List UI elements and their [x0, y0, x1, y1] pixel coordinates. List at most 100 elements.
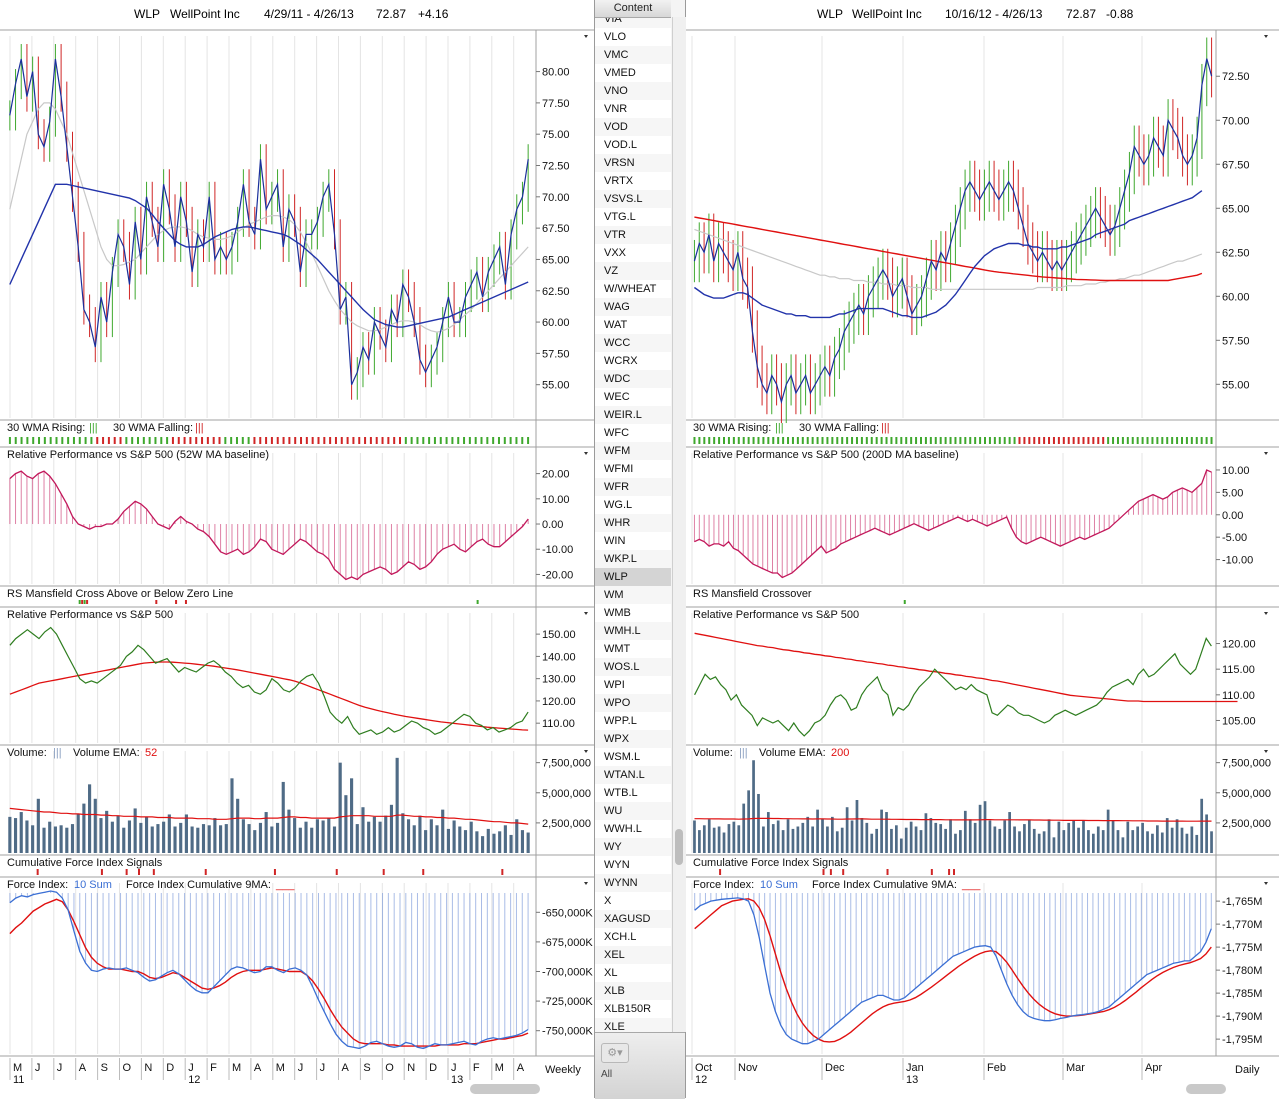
symbol-list-item[interactable]: VRSN: [595, 154, 671, 172]
symbol-list-item[interactable]: XCH.L: [595, 928, 671, 946]
symbol-list-item[interactable]: WAG: [595, 298, 671, 316]
symbol-list-item[interactable]: WG.L: [595, 496, 671, 514]
panel-menu-icon: [1264, 452, 1268, 455]
symbol-list-item[interactable]: X: [595, 892, 671, 910]
volume-bar: [173, 826, 177, 853]
volume-bar: [389, 804, 394, 853]
daily-chart-pane[interactable]: WLP WellPoint Inc 10/16/12 - 4/26/13 72.…: [686, 0, 1279, 1098]
volume-bar: [1037, 833, 1041, 853]
volume-bar: [791, 828, 795, 853]
symbol-list-item[interactable]: VTR: [595, 226, 671, 244]
symbol-list-item[interactable]: WTAN.L: [595, 766, 671, 784]
symbol-list-item[interactable]: XEL: [595, 946, 671, 964]
symbol-list-item[interactable]: XAGUSD: [595, 910, 671, 928]
symbol-list-item[interactable]: WCC: [595, 334, 671, 352]
daily-horizontal-scrollbar[interactable]: [1186, 1084, 1226, 1094]
symbol-list-item[interactable]: WTB.L: [595, 784, 671, 802]
symbol-list-item[interactable]: XLB: [595, 982, 671, 1000]
symbol-list-item[interactable]: WEIR.L: [595, 406, 671, 424]
symbol-list-item[interactable]: WSM.L: [595, 748, 671, 766]
symbol-list-item[interactable]: XL: [595, 964, 671, 982]
symbol-list-item[interactable]: WDC: [595, 370, 671, 388]
symbol-list-item[interactable]: WFR: [595, 478, 671, 496]
cfi-signal-marker: [125, 869, 128, 875]
symbol-list-item[interactable]: WYN: [595, 856, 671, 874]
symbol-list-item[interactable]: WM: [595, 586, 671, 604]
symbol-list-item[interactable]: WWH.L: [595, 820, 671, 838]
symbol-list-item[interactable]: WOS.L: [595, 658, 671, 676]
symbol-list-item[interactable]: WPI: [595, 676, 671, 694]
y-tick-label: -675,000K: [542, 937, 593, 949]
volume-bar: [315, 819, 319, 853]
y-tick-label: -1,765M: [1222, 896, 1262, 908]
force-sum-label: 10 Sum: [760, 879, 798, 891]
ma-blue-line: [9, 183, 529, 328]
volume-bar: [224, 824, 228, 853]
symbol-list-item[interactable]: WMB: [595, 604, 671, 622]
daily-period-label[interactable]: Daily: [1235, 1064, 1260, 1076]
wma-rising-label: 30 WMA Rising:: [693, 422, 771, 434]
symbol-list-item[interactable]: WY: [595, 838, 671, 856]
symbol-list-item[interactable]: WYNN: [595, 874, 671, 892]
symbol-list-item[interactable]: VOD.L: [595, 136, 671, 154]
symbol-list-item[interactable]: VLO: [595, 28, 671, 46]
symbol-list-item[interactable]: VMC: [595, 46, 671, 64]
symbol-list-item[interactable]: WPP.L: [595, 712, 671, 730]
symbol-list-item[interactable]: WU: [595, 802, 671, 820]
symbol-list-item[interactable]: WFM: [595, 442, 671, 460]
volume-bar: [492, 833, 496, 853]
volume-bar: [752, 760, 755, 853]
symbol-list-item[interactable]: W/WHEAT: [595, 280, 671, 298]
volume-ema-label: Volume EMA:: [73, 747, 140, 759]
symbol-list-item[interactable]: WFMI: [595, 460, 671, 478]
symbol-list-item[interactable]: XLE: [595, 1018, 671, 1036]
y-tick-label: 77.50: [542, 98, 570, 110]
symbol-list-item[interactable]: WHR: [595, 514, 671, 532]
gear-icon[interactable]: ⚙▾: [601, 1043, 629, 1063]
weekly-period-label[interactable]: Weekly: [545, 1064, 581, 1076]
symbol-list-item[interactable]: WMH.L: [595, 622, 671, 640]
symbol-list-item[interactable]: VNR: [595, 100, 671, 118]
symbol-list-item[interactable]: VRTX: [595, 172, 671, 190]
symbol-list-header[interactable]: Content: [595, 0, 671, 18]
symbol-list-item[interactable]: VXX: [595, 244, 671, 262]
rs-line: [9, 626, 529, 736]
symbol-list-item[interactable]: WFC: [595, 424, 671, 442]
symbol-list-item[interactable]: WLP: [595, 568, 671, 586]
month-tick-label: J: [320, 1062, 326, 1074]
y-tick-label: -20.00: [542, 569, 573, 581]
symbol-list-item[interactable]: WCRX: [595, 352, 671, 370]
daily-chart-canvas[interactable]: Oct Nov Dec Jan Feb Mar Apr 12 13 72.50 70.00 67.50…: [686, 0, 1279, 1098]
volume-bar: [1096, 826, 1100, 853]
symbol-list-item[interactable]: WMT: [595, 640, 671, 658]
symbol-list-item[interactable]: XLB150R: [595, 1000, 671, 1018]
symbol-list-item[interactable]: WIN: [595, 532, 671, 550]
weekly-chart-pane[interactable]: WLP WellPoint Inc 4/29/11 - 4/26/13 72.8…: [0, 0, 594, 1098]
symbol-list-item[interactable]: WEC: [595, 388, 671, 406]
volume-bar: [939, 824, 943, 853]
symbol-list-item[interactable]: WPX: [595, 730, 671, 748]
y-tick-label: 60.00: [542, 317, 570, 329]
symbol-list-scroll-thumb[interactable]: [675, 829, 683, 865]
cfi-signal-marker: [36, 869, 39, 875]
symbol-list-item[interactable]: VMED: [595, 64, 671, 82]
symbol-list-item[interactable]: WPO: [595, 694, 671, 712]
symbol-list-scrollbar[interactable]: [672, 17, 686, 1032]
month-tick-label: M: [276, 1062, 285, 1074]
weekly-horizontal-scrollbar[interactable]: [470, 1084, 540, 1094]
symbol-list-item[interactable]: WKP.L: [595, 550, 671, 568]
symbol-list-item[interactable]: VSVS.L: [595, 190, 671, 208]
volume-bar: [509, 834, 513, 853]
symbol-list-item[interactable]: VOD: [595, 118, 671, 136]
symbol-list-item[interactable]: VNO: [595, 82, 671, 100]
volume-bar: [31, 825, 35, 853]
symbol-list-item[interactable]: VTG.L: [595, 208, 671, 226]
volume-bar: [65, 827, 69, 853]
weekly-chart-canvas[interactable]: M J J A S O N D J F M A M J J A S O N D J F M A11 12 1380.0077.50…: [0, 0, 594, 1098]
symbol-list-item[interactable]: VZ: [595, 262, 671, 280]
symbol-list-item[interactable]: WAT: [595, 316, 671, 334]
volume-bar: [156, 824, 160, 853]
wma-falling-label: 30 WMA Falling:: [113, 422, 193, 434]
y-tick-label: 62.50: [1222, 247, 1250, 259]
all-filter-label[interactable]: All: [601, 1069, 613, 1080]
